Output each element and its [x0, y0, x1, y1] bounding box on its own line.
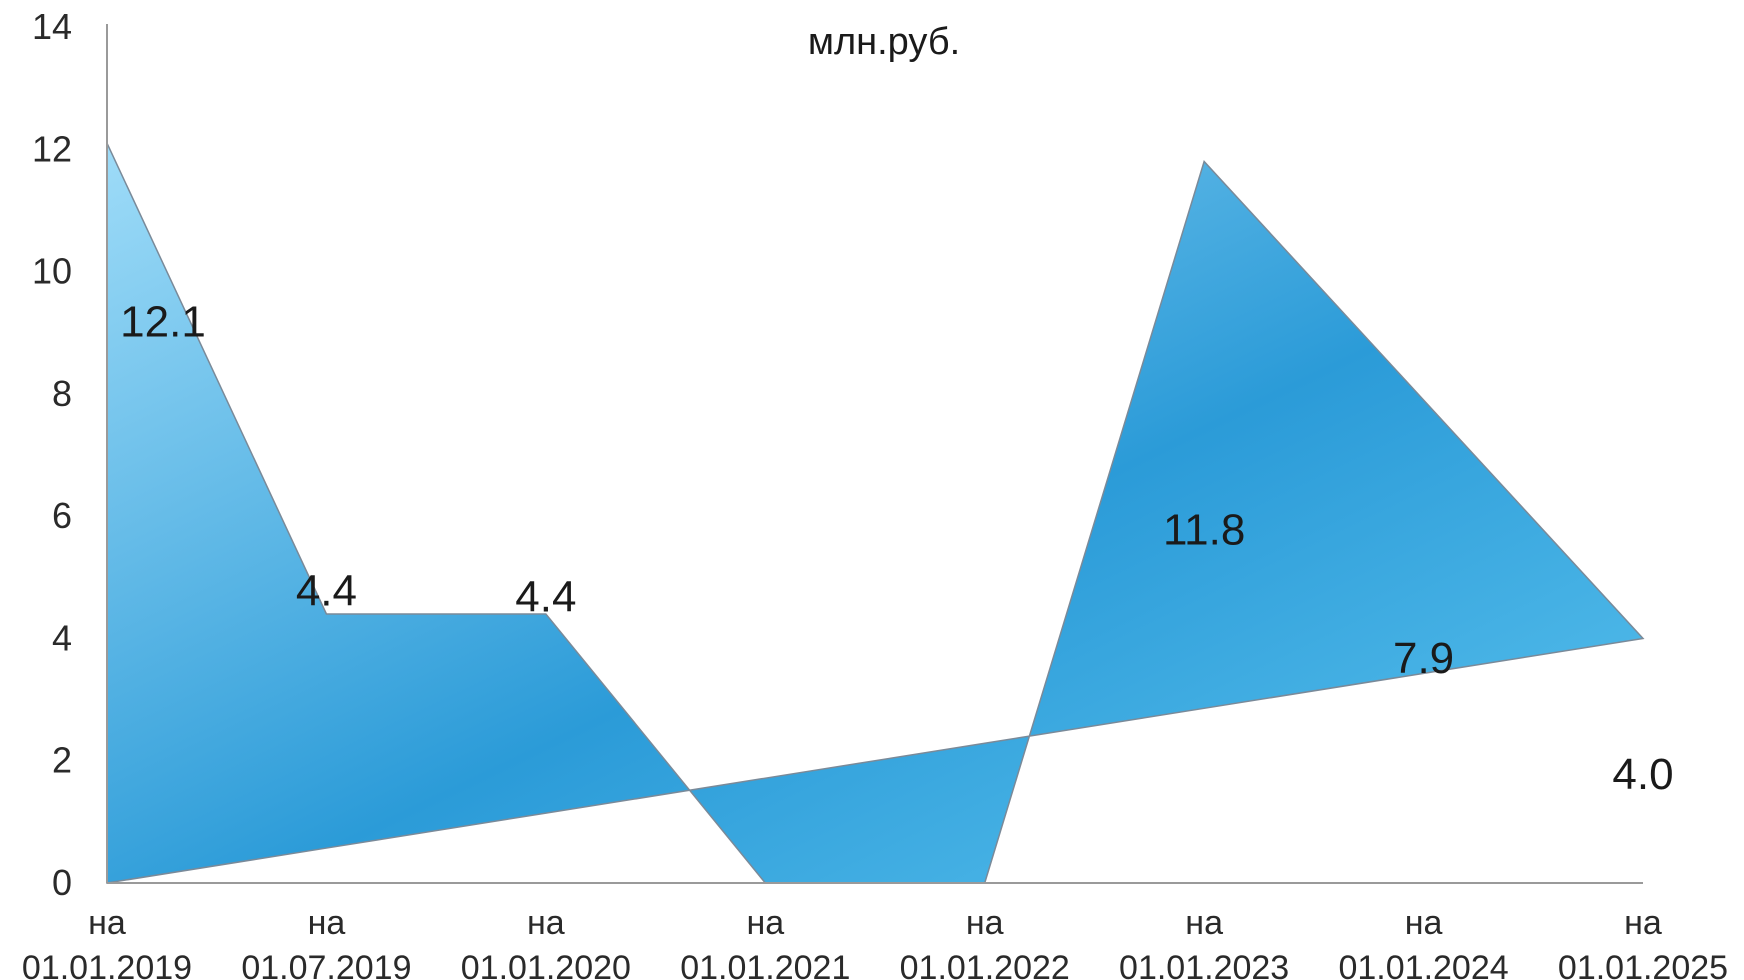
y-tick-label: 12: [32, 128, 72, 169]
y-tick-label: 4: [52, 617, 72, 658]
axes: [106, 24, 1643, 884]
x-tick-label: 01.07.2019: [241, 949, 411, 980]
series-area: [106, 142, 1645, 884]
data-label: 11.8: [1163, 505, 1245, 554]
data-label: 4.0: [1612, 750, 1673, 799]
x-tick-label: 01.01.2022: [900, 949, 1070, 980]
x-tick-label: 01.01.2025: [1558, 949, 1728, 980]
x-tick-label: 01.01.2020: [461, 949, 631, 980]
x-axis-ticks: на 01.01.2019 на 01.07.2019 на 01.01.2020 на 01…: [22, 904, 1728, 980]
x-tick-label: 01.01.2024: [1338, 949, 1508, 980]
x-tick-label: на: [308, 904, 346, 942]
y-tick-label: 6: [52, 495, 72, 536]
x-tick-label: 01.01.2023: [1119, 949, 1289, 980]
y-tick-label: 0: [52, 862, 72, 903]
y-tick-label: 10: [32, 251, 72, 292]
y-tick-label: 14: [32, 6, 72, 47]
data-labels: 12.1 4.4 4.4 11.8 7.9 4.0: [120, 297, 1673, 798]
x-tick-label: на: [527, 904, 565, 942]
x-tick-label: на: [746, 904, 784, 942]
x-tick-label: на: [88, 904, 126, 942]
plot-area: [106, 142, 1645, 884]
x-tick-label: 01.01.2019: [22, 949, 192, 980]
data-label: 12.1: [120, 297, 206, 346]
unit-label: млн.руб.: [808, 21, 960, 63]
data-label: 7.9: [1393, 634, 1454, 683]
y-tick-label: 2: [52, 740, 72, 781]
x-tick-label: на: [1624, 904, 1662, 942]
y-tick-label: 8: [52, 373, 72, 414]
data-label: 4.4: [515, 573, 576, 622]
data-label: 4.4: [296, 567, 357, 616]
x-tick-label: на: [1185, 904, 1223, 942]
x-tick-label: 01.01.2021: [680, 949, 850, 980]
x-tick-label: на: [966, 904, 1004, 942]
y-axis-ticks: 0 2 4 6 8 10 12 14: [32, 6, 72, 903]
x-tick-label: на: [1405, 904, 1443, 942]
